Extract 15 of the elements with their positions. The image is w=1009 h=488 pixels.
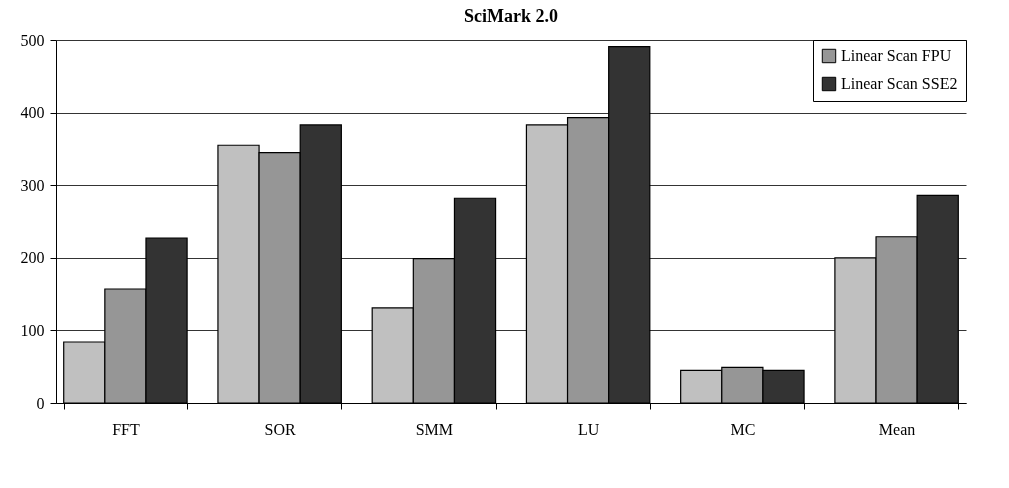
x-tick-label: SOR bbox=[264, 420, 297, 438]
x-tick-label: Mean bbox=[878, 420, 916, 438]
y-tick-label: 400 bbox=[20, 104, 45, 122]
legend-label: Linear Scan FPU bbox=[841, 47, 952, 64]
x-tick-label: SMM bbox=[415, 420, 454, 438]
x-tick-label: MC bbox=[730, 420, 756, 438]
y-tick-label: 500 bbox=[20, 31, 45, 49]
x-tick-label: LU bbox=[577, 420, 600, 438]
legend-label: Linear Scan SSE2 bbox=[841, 75, 958, 92]
y-tick-label: 100 bbox=[20, 321, 45, 339]
x-tick-label: FFT bbox=[112, 420, 140, 438]
y-tick-label: 300 bbox=[20, 176, 45, 194]
chart-title: SciMark 2.0 bbox=[464, 6, 558, 26]
y-tick-label: 200 bbox=[20, 249, 45, 267]
y-tick-label: 0 bbox=[36, 394, 45, 412]
